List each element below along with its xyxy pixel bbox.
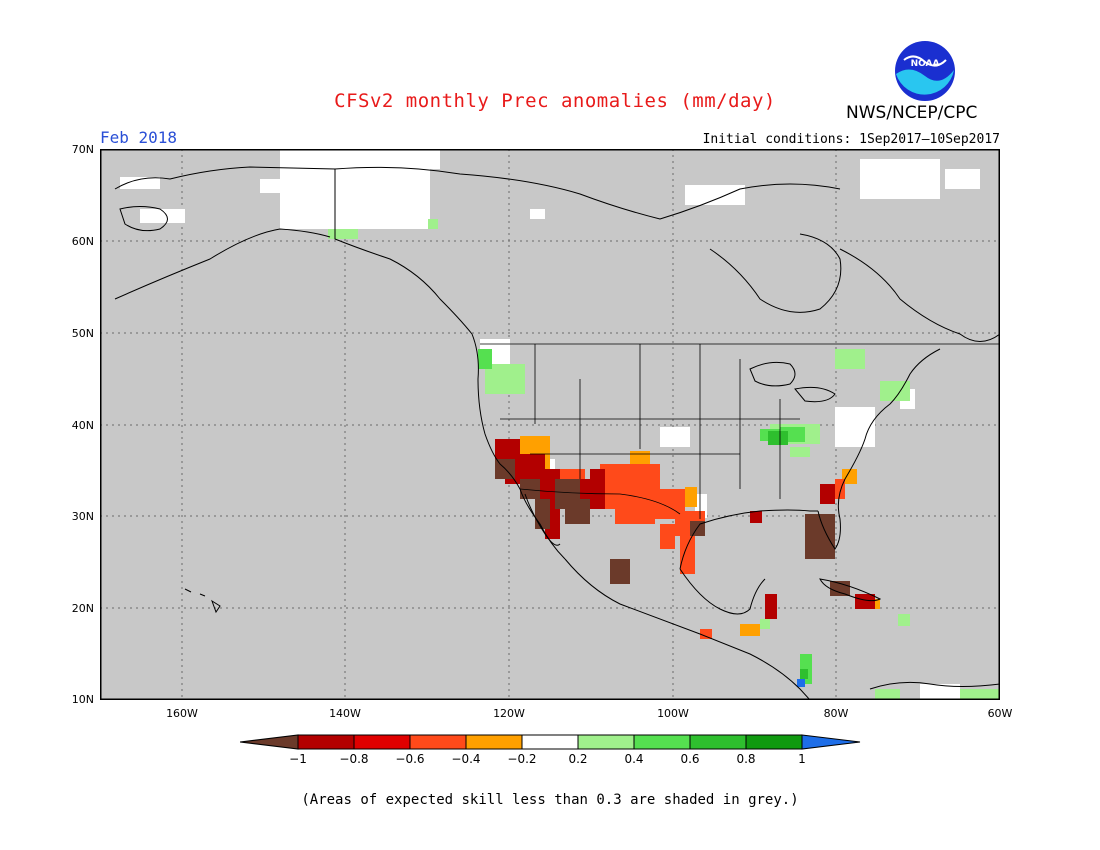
lon-label: 80W [823, 707, 849, 720]
noaa-logo-text: NOAA [911, 59, 940, 69]
colorbar-label: −0.4 [451, 752, 481, 766]
colorbar-arrow-low [240, 734, 299, 750]
lat-label: 30N [71, 510, 94, 523]
chart-title: CFSv2 monthly Prec anomalies (mm/day) [334, 90, 776, 112]
colorbar-label: 0.6 [680, 752, 700, 766]
lat-label: 10N [71, 693, 94, 706]
lat-label: 20N [71, 602, 94, 615]
forecast-period: Feb 2018 [100, 128, 178, 147]
lon-label: 140W [329, 707, 361, 720]
colorbar-segment [465, 734, 523, 750]
noaa-logo-icon: NOAA [895, 41, 955, 101]
colorbar-label: −0.8 [339, 752, 369, 766]
colorbar-segment [353, 734, 411, 750]
skill-footnote: (Areas of expected skill less than 0.3 a… [301, 792, 799, 808]
colorbar-segment [577, 734, 635, 750]
colorbar-label: −0.6 [395, 752, 425, 766]
lon-label: 100W [657, 707, 689, 720]
colorbar-label: −1 [289, 752, 307, 766]
lat-label: 50N [71, 327, 94, 340]
colorbar-label: −0.2 [507, 752, 537, 766]
colorbar-segment [745, 734, 803, 750]
colorbar [240, 734, 861, 750]
colorbar-label: 0.8 [736, 752, 756, 766]
lat-label: 40N [71, 419, 94, 432]
colorbar-segment [297, 734, 355, 750]
anomaly-map [100, 149, 1000, 700]
initial-conditions: Initial conditions: 1Sep2017–10Sep2017 [702, 132, 1000, 147]
colorbar-segment [409, 734, 467, 750]
lat-label: 70N [71, 143, 94, 156]
lon-label: 120W [493, 707, 525, 720]
colorbar-label: 0.4 [624, 752, 644, 766]
lon-label: 60W [987, 707, 1013, 720]
agency-label: NWS/NCEP/CPC [846, 103, 978, 123]
colorbar-label: 0.2 [568, 752, 588, 766]
colorbar-arrow-high [801, 734, 861, 750]
colorbar-label: 1 [798, 752, 806, 766]
colorbar-segment [689, 734, 747, 750]
lat-label: 60N [71, 235, 94, 248]
colorbar-segment [633, 734, 691, 750]
colorbar-segment [521, 734, 579, 750]
lon-label: 160W [166, 707, 198, 720]
